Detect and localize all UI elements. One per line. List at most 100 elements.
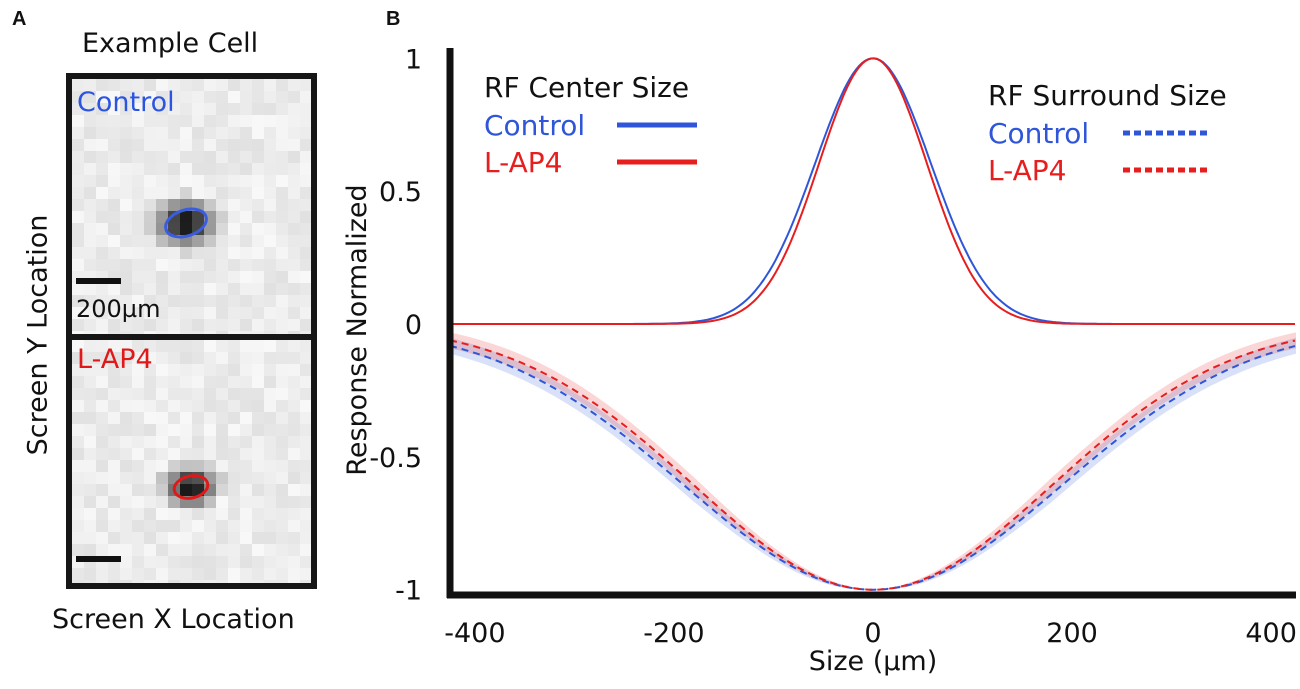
noise-pixel: [96, 424, 108, 436]
noise-pixel: [96, 175, 108, 187]
noise-pixel: [288, 283, 300, 295]
noise-pixel: [84, 388, 96, 400]
noise-pixel: [156, 235, 168, 247]
noise-pixel: [120, 223, 132, 235]
noise-pixel: [168, 187, 180, 199]
noise-pixel: [108, 448, 120, 460]
noise-pixel: [216, 364, 228, 376]
noise-pixel: [288, 163, 300, 175]
noise-pixel: [132, 139, 144, 151]
noise-pixel: [156, 352, 168, 364]
noise-pixel: [192, 568, 204, 580]
noise-pixel: [288, 259, 300, 271]
noise-pixel: [240, 460, 252, 472]
y-axis-label: Response Normalized: [342, 184, 373, 475]
noise-pixel: [108, 211, 120, 223]
noise-pixel: [228, 259, 240, 271]
noise-pixel: [108, 103, 120, 115]
noise-pixel: [72, 568, 84, 580]
noise-pixel: [192, 247, 204, 259]
noise-pixel: [96, 331, 108, 334]
noise-pixel: [168, 139, 180, 151]
noise-pixel: [132, 319, 144, 331]
noise-pixel: [96, 460, 108, 472]
noise-pixel: [288, 271, 300, 283]
noise-pixel: [132, 247, 144, 259]
noise-pixel: [84, 163, 96, 175]
noise-pixel: [120, 331, 132, 334]
noise-pixel: [240, 400, 252, 412]
noise-pixel: [276, 247, 288, 259]
noise-pixel: [96, 79, 108, 91]
noise-pixel: [144, 580, 156, 583]
noise-pixel: [96, 568, 108, 580]
noise-pixel: [132, 388, 144, 400]
noise-pixel: [204, 139, 216, 151]
noise-pixel: [264, 556, 276, 568]
noise-pixel: [132, 127, 144, 139]
noise-pixel: [144, 235, 156, 247]
noise-pixel: [204, 436, 216, 448]
noise-pixel: [132, 79, 144, 91]
noise-pixel: [252, 103, 264, 115]
noise-pixel: [144, 412, 156, 424]
y-tick-label: 0: [405, 310, 422, 341]
noise-pixel: [216, 460, 228, 472]
noise-pixel: [264, 259, 276, 271]
noise-pixel: [132, 103, 144, 115]
noise-pixel: [192, 508, 204, 520]
noise-pixel: [300, 376, 311, 388]
noise-pixel: [168, 460, 180, 472]
noise-pixel: [96, 199, 108, 211]
noise-pixel: [84, 79, 96, 91]
noise-pixel: [252, 484, 264, 496]
noise-pixel: [240, 340, 252, 352]
noise-pixel: [108, 319, 120, 331]
noise-pixel: [72, 235, 84, 247]
noise-pixel: [108, 199, 120, 211]
noise-pixel: [72, 163, 84, 175]
noise-pixel: [216, 307, 228, 319]
noise-pixel: [228, 271, 240, 283]
noise-pixel: [264, 163, 276, 175]
noise-pixel: [228, 235, 240, 247]
noise-pixel: [216, 91, 228, 103]
noise-pixel: [144, 259, 156, 271]
noise-pixel: [120, 319, 132, 331]
panel-a-title: Example Cell: [82, 28, 259, 59]
noise-pixel: [276, 568, 288, 580]
noise-pixel: [276, 472, 288, 484]
noise-pixel: [144, 139, 156, 151]
noise-pixel: [288, 115, 300, 127]
noise-pixel: [276, 127, 288, 139]
noise-pixel: [204, 364, 216, 376]
noise-pixel: [228, 388, 240, 400]
noise-pixel: [72, 175, 84, 187]
noise-pixel: [204, 247, 216, 259]
noise-pixel: [156, 271, 168, 283]
noise-pixel: [156, 400, 168, 412]
noise-pixel: [192, 520, 204, 532]
noise-pixel: [108, 247, 120, 259]
y-tick-label: -1: [395, 576, 422, 607]
noise-pixel: [96, 295, 108, 307]
noise-pixel: [300, 520, 311, 532]
noise-pixel: [144, 352, 156, 364]
noise-pixel: [156, 448, 168, 460]
noise-pixel: [168, 568, 180, 580]
noise-pixel: [96, 508, 108, 520]
noise-pixel: [300, 307, 311, 319]
noise-pixel: [264, 340, 276, 352]
noise-pixel: [204, 151, 216, 163]
noise-pixel: [192, 388, 204, 400]
noise-pixel: [84, 247, 96, 259]
noise-pixel: [300, 175, 311, 187]
noise-pixel: [144, 163, 156, 175]
noise-pixel: [300, 139, 311, 151]
x-tick-label: 400: [1245, 618, 1297, 649]
noise-pixel: [204, 103, 216, 115]
noise-pixel: [216, 295, 228, 307]
noise-pixel: [288, 79, 300, 91]
noise-pixel: [192, 580, 204, 583]
noise-pixel: [300, 496, 311, 508]
